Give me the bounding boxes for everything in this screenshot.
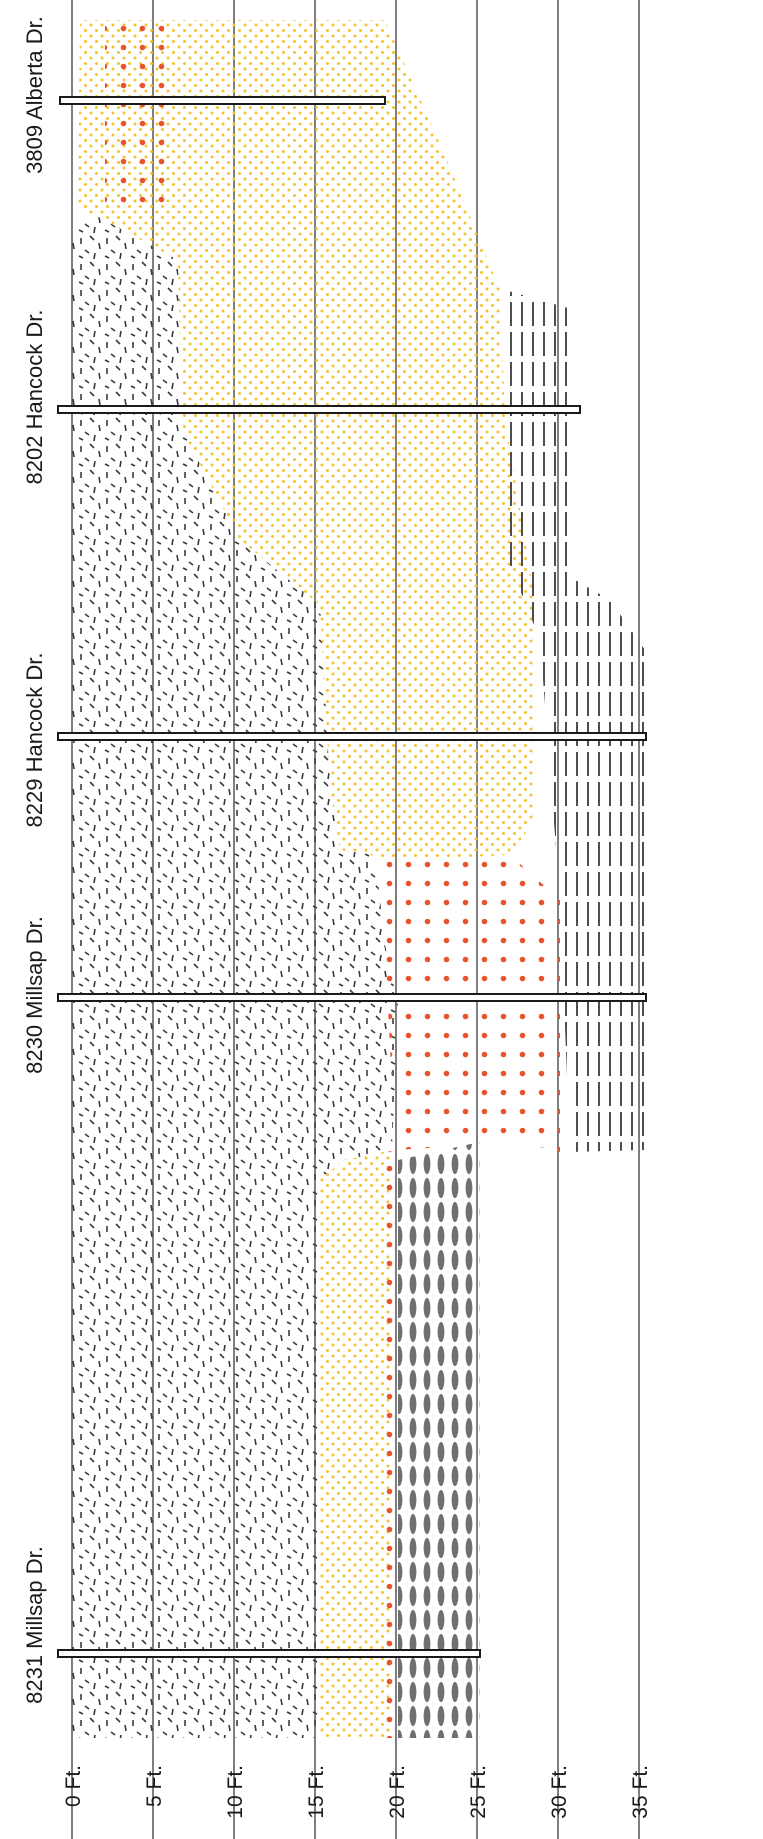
boring-labels: 8231 Millsap Dr. 8230 Millsap Dr. 8229 H… (22, 16, 47, 1704)
boring-label: 3809 Alberta Dr. (22, 16, 47, 174)
boring-label: 8230 Millsap Dr. (22, 916, 47, 1074)
boring-label: 8202 Hancock Dr. (22, 310, 47, 485)
depth-label: 35 Ft. (629, 1765, 652, 1819)
yellow-dot-layer (78, 20, 535, 860)
depth-label: 15 Ft. (305, 1765, 328, 1819)
depth-label: 5 Ft. (143, 1765, 166, 1807)
boring-pipes (57, 96, 647, 1658)
vertical-hatch-layer (505, 290, 645, 1152)
depth-label: 20 Ft. (386, 1765, 409, 1819)
boring-label: 8229 Hancock Dr. (22, 653, 47, 828)
depth-label: 0 Ft. (62, 1765, 85, 1807)
boring-pipe (57, 993, 647, 1002)
orange-dot-layer (375, 1150, 395, 1738)
boring-pipe (57, 405, 581, 414)
orange-dot-layer (105, 20, 165, 215)
boring-pipe (57, 732, 647, 741)
depth-label: 25 Ft. (467, 1765, 490, 1819)
boring-pipe (57, 1649, 481, 1658)
gray-oval-layer (398, 1142, 480, 1738)
dash-layer (72, 215, 398, 1738)
depth-labels: 0 Ft. 5 Ft. 10 Ft. 15 Ft. 20 Ft. 25 Ft. … (62, 1765, 652, 1819)
boring-pipe (59, 96, 386, 105)
orange-dot-layer (375, 855, 560, 1152)
yellow-dot-layer (318, 1150, 392, 1738)
depth-label: 10 Ft. (224, 1765, 247, 1819)
boring-label: 8231 Millsap Dr. (22, 1546, 47, 1704)
soil-layers (72, 20, 645, 1738)
depth-label: 30 Ft. (548, 1765, 571, 1819)
